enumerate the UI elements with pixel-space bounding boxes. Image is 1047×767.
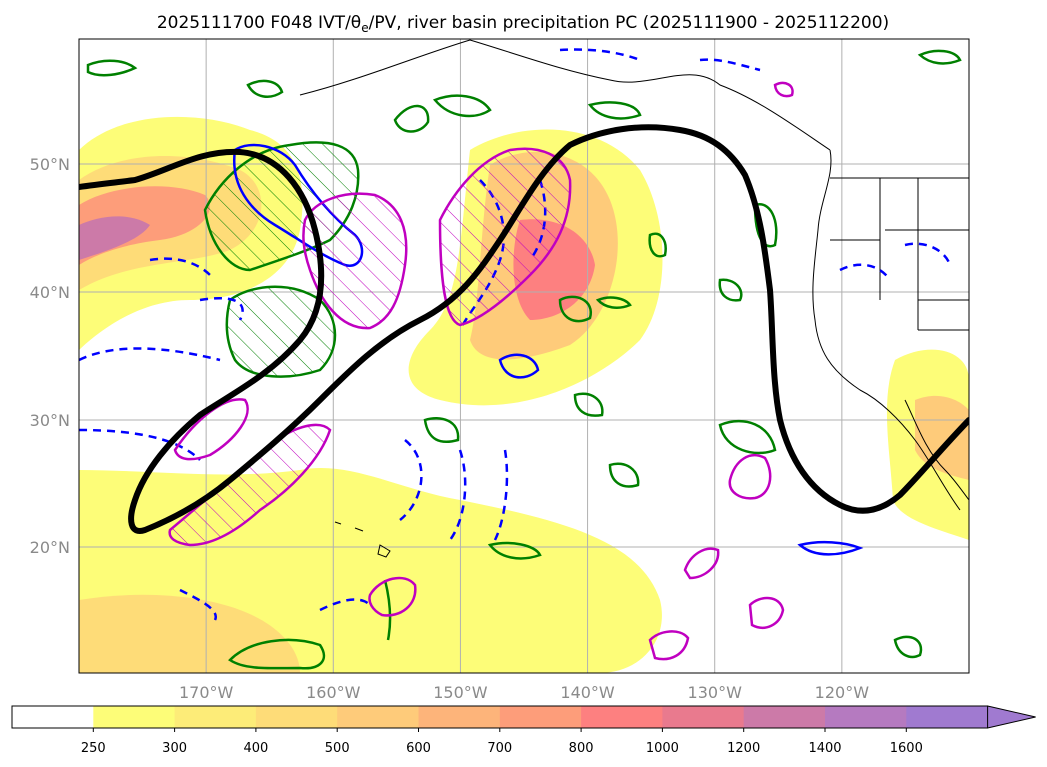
colorbar-tick-label: 700 — [487, 741, 512, 756]
colorbar-segment — [825, 706, 907, 728]
theta-e-contour-10 — [718, 278, 743, 302]
pv-contour-2 — [728, 454, 772, 500]
theta-e-neg-contour-6 — [179, 588, 371, 621]
theta-e-contour-17 — [228, 638, 326, 670]
theta-e-contour-18 — [893, 635, 923, 659]
colorbar-tick-label: 1000 — [646, 741, 679, 756]
theta-e-contour-16 — [487, 541, 542, 560]
colorbar-segment — [174, 706, 257, 728]
colorbar-segment — [662, 706, 745, 728]
theta-e-contour-15 — [608, 462, 640, 488]
coastline-west-coast — [812, 149, 961, 511]
colorbar-tick-label: 600 — [406, 741, 431, 756]
longitude-label: 170°W — [179, 683, 234, 702]
pv-contour-6 — [368, 576, 417, 617]
latitude-label: 50°N — [30, 155, 70, 174]
coastline-baja — [904, 399, 969, 501]
coastline-hawaii — [334, 521, 391, 558]
theta-e-contour-2 — [246, 79, 284, 98]
theta-e-neg-contour-4 — [498, 353, 540, 379]
theta-e-neg-contour-8 — [839, 242, 952, 281]
colorbar-tick-label: 400 — [243, 741, 268, 756]
theta-e-neg-contour-9 — [559, 48, 761, 72]
latitude-label: 20°N — [30, 538, 70, 557]
coastlines — [299, 39, 969, 558]
colorbar-segment — [12, 706, 94, 728]
latitude-label: 30°N — [30, 411, 70, 430]
colorbar-tick-label: 1600 — [890, 741, 923, 756]
colorbar-segment — [581, 706, 663, 728]
ivt-region-coast-inner — [915, 395, 969, 480]
ivt-region-south-mid — [79, 594, 300, 673]
pv-contour-3 — [683, 547, 720, 580]
map-panel — [79, 39, 969, 673]
map-frame — [78, 38, 970, 674]
colorbar-segment — [255, 706, 338, 728]
colorbar-segment — [499, 706, 582, 728]
theta-e-neg-contour-5 — [399, 439, 509, 541]
colorbar-tick-label: 300 — [162, 741, 187, 756]
theta-e-contour-8 — [595, 296, 632, 309]
longitude-label: 160°W — [306, 683, 361, 702]
colorbar-tick-label: 500 — [325, 741, 350, 756]
latitude-labels: 20°N 30°N 40°N 50°N — [30, 155, 70, 557]
theta-e-contour-6 — [917, 49, 962, 65]
latitude-label: 40°N — [30, 283, 70, 302]
theta-e-contour-3 — [393, 104, 430, 133]
theta-e-contour-14 — [718, 419, 777, 455]
chart-title: 2025111700 F048 IVT/θe/PV, river basin p… — [157, 13, 889, 35]
longitude-label: 150°W — [433, 683, 488, 702]
pv-contour-1 — [173, 398, 249, 461]
colorbar-extend-arrow — [987, 705, 1036, 729]
theta-e-neg-contour-2 — [79, 257, 244, 461]
theta-e-contour-11 — [753, 203, 778, 248]
pv-contour-4 — [748, 596, 785, 629]
colorbar-tick-label: 250 — [81, 741, 106, 756]
theta-e-contour-5 — [587, 101, 642, 120]
colorbar-segment — [743, 706, 826, 728]
theta-e-neg-contour-7 — [797, 540, 864, 556]
longitude-labels: 170°W 160°W 150°W 140°W 130°W 120°W — [179, 683, 869, 702]
theta-e-hatched-region-2 — [225, 285, 337, 378]
dividing-streamline — [79, 124, 969, 534]
pv-hatched-region-1 — [302, 192, 408, 330]
longitude-label: 120°W — [815, 683, 870, 702]
coastline-alaska — [299, 39, 831, 151]
theta-e-contour-9 — [648, 232, 667, 258]
ivt-region-west-core — [79, 216, 150, 260]
colorbar: 250 300 400 500 600 700 800 1000 1200 1400 1600 — [11, 705, 1036, 756]
longitude-label: 130°W — [688, 683, 743, 702]
longitude-label: 140°W — [560, 683, 615, 702]
colorbar-tick-label: 800 — [569, 741, 594, 756]
theta-e-contour-7 — [558, 295, 593, 323]
theta-e-contour-12 — [423, 416, 460, 444]
colorbar-segment — [337, 706, 419, 728]
theta-e-contour-4 — [432, 94, 492, 118]
pv-contour-7 — [773, 81, 794, 98]
pv-contour-5 — [648, 630, 690, 661]
theta-e-contour-13 — [573, 392, 604, 417]
colorbar-tick-label: 1400 — [808, 741, 841, 756]
theta-e-contour-19 — [383, 579, 392, 641]
colorbar-tick-label: 1200 — [727, 741, 760, 756]
theta-e-contour-1 — [86, 59, 138, 77]
colorbar-segment — [906, 706, 989, 728]
colorbar-segment — [93, 706, 176, 728]
border-states — [830, 178, 969, 331]
colorbar-segment — [418, 706, 501, 728]
